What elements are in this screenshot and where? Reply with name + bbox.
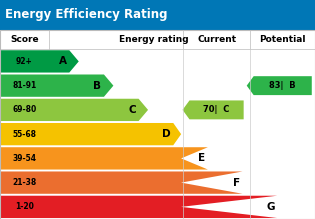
Text: G: G — [266, 202, 275, 212]
Text: 69-80: 69-80 — [12, 105, 37, 114]
Text: Score: Score — [10, 35, 39, 44]
Text: 1-20: 1-20 — [15, 202, 34, 211]
Text: 39-54: 39-54 — [12, 154, 37, 163]
Polygon shape — [182, 101, 244, 119]
Text: Energy rating: Energy rating — [119, 35, 189, 44]
Text: 92+: 92+ — [16, 57, 33, 66]
Text: 21-38: 21-38 — [12, 178, 37, 187]
Polygon shape — [0, 74, 113, 97]
Text: 81-91: 81-91 — [12, 81, 37, 90]
Text: D: D — [162, 129, 171, 139]
Text: 83|  B: 83| B — [269, 81, 296, 90]
FancyBboxPatch shape — [0, 0, 315, 30]
FancyBboxPatch shape — [0, 30, 315, 49]
Polygon shape — [0, 123, 181, 145]
Text: Energy Efficiency Rating: Energy Efficiency Rating — [5, 8, 167, 21]
Text: A: A — [59, 57, 67, 66]
Text: Potential: Potential — [260, 35, 306, 44]
Text: 70|  C: 70| C — [203, 105, 230, 114]
Text: E: E — [198, 153, 205, 163]
Polygon shape — [0, 196, 277, 218]
Polygon shape — [0, 147, 208, 170]
Polygon shape — [0, 99, 148, 121]
Text: 55-68: 55-68 — [12, 130, 37, 139]
Text: C: C — [129, 105, 136, 115]
Text: Current: Current — [197, 35, 236, 44]
Polygon shape — [0, 171, 243, 194]
Polygon shape — [0, 50, 79, 72]
Polygon shape — [247, 76, 312, 95]
Text: B: B — [94, 81, 101, 91]
Text: F: F — [233, 178, 240, 188]
